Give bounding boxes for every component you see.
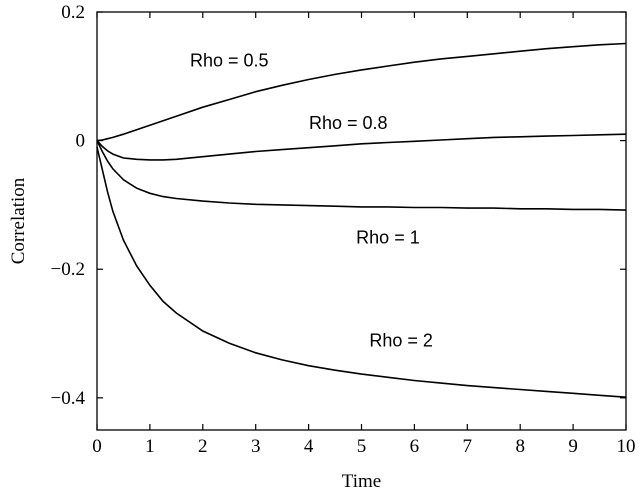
x-axis: 0 1 2 3 4 5 6 7 8 9 10	[92, 12, 636, 457]
series-line-4	[96, 146, 627, 398]
series-label-3: Rho = 1	[356, 228, 420, 248]
x-tick-label: 6	[410, 436, 420, 457]
x-tick-label: 3	[251, 436, 261, 457]
y-tick-label: −0.4	[51, 388, 86, 409]
series-line-1	[96, 42, 627, 142]
x-tick-label: 10	[617, 436, 636, 457]
y-tick-label: 0	[76, 131, 86, 152]
x-tick-label: 1	[145, 436, 155, 457]
series-line-2	[96, 133, 627, 161]
series-line-3	[96, 140, 627, 211]
x-axis-title: Time	[342, 471, 381, 492]
series-lines	[96, 42, 627, 398]
y-tick-label: −0.2	[51, 259, 85, 280]
y-tick-label: 0.2	[61, 2, 85, 23]
plot-frame	[96, 11, 627, 431]
series-labels: Rho = 0.5 Rho = 0.8 Rho = 1 Rho = 2	[190, 51, 433, 351]
y-axis-title: Correlation	[8, 177, 29, 264]
y-axis: −0.4 −0.2 0 0.2	[51, 2, 626, 409]
x-tick-label: 2	[198, 436, 208, 457]
x-tick-label: 9	[568, 436, 578, 457]
x-tick-label: 0	[92, 436, 102, 457]
x-tick-label: 7	[463, 436, 473, 457]
x-tick-label: 4	[304, 436, 314, 457]
series-label-2: Rho = 0.8	[309, 113, 388, 133]
series-label-4: Rho = 2	[369, 330, 433, 350]
series-label-1: Rho = 0.5	[190, 51, 269, 71]
x-tick-label: 8	[515, 436, 525, 457]
x-tick-label: 5	[357, 436, 367, 457]
